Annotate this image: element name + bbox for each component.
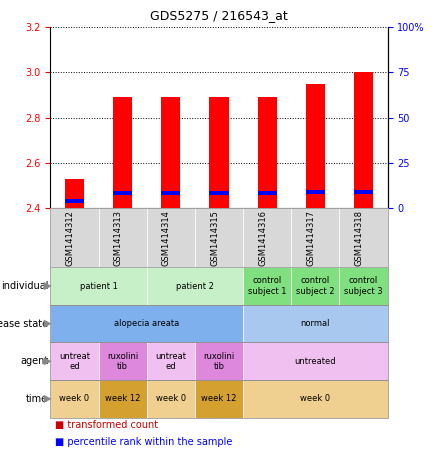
Text: disease state: disease state	[0, 318, 48, 329]
Text: untreat
ed: untreat ed	[155, 352, 186, 371]
Bar	[161, 191, 180, 195]
Text: week 12: week 12	[105, 395, 140, 403]
Text: control
subject 3: control subject 3	[344, 276, 383, 296]
Bar	[354, 190, 373, 194]
Bar	[258, 97, 277, 208]
Bar	[258, 191, 277, 195]
Text: ■ percentile rank within the sample: ■ percentile rank within the sample	[55, 437, 232, 447]
Text: patient 2: patient 2	[176, 282, 214, 290]
Text: GSM1414317: GSM1414317	[306, 210, 315, 266]
Text: ruxolini
tib: ruxolini tib	[107, 352, 138, 371]
Text: GSM1414314: GSM1414314	[162, 210, 171, 266]
Bar	[306, 190, 325, 194]
Text: week 0: week 0	[60, 395, 89, 403]
Text: GDS5275 / 216543_at: GDS5275 / 216543_at	[150, 9, 288, 22]
Bar	[354, 72, 373, 208]
Bar	[306, 84, 325, 208]
Text: time: time	[26, 394, 48, 404]
Text: GSM1414318: GSM1414318	[354, 210, 364, 266]
Bar	[113, 191, 132, 195]
Text: individual: individual	[1, 281, 48, 291]
Text: agent: agent	[20, 356, 48, 366]
Text: alopecia areata: alopecia areata	[114, 319, 179, 328]
Text: ruxolini
tib: ruxolini tib	[203, 352, 235, 371]
Text: untreated: untreated	[294, 357, 336, 366]
Bar	[209, 97, 229, 208]
Text: week 0: week 0	[300, 395, 330, 403]
Text: GSM1414316: GSM1414316	[258, 210, 267, 266]
Text: GSM1414313: GSM1414313	[113, 210, 123, 266]
Bar	[161, 97, 180, 208]
Text: control
subject 2: control subject 2	[296, 276, 335, 296]
Bar	[65, 199, 84, 202]
Text: week 12: week 12	[201, 395, 237, 403]
Text: ■ transformed count: ■ transformed count	[55, 420, 158, 430]
Bar	[65, 179, 84, 208]
Text: untreat
ed: untreat ed	[59, 352, 90, 371]
Text: GSM1414315: GSM1414315	[210, 210, 219, 266]
Text: week 0: week 0	[156, 395, 186, 403]
Bar	[113, 97, 132, 208]
Text: patient 1: patient 1	[80, 282, 117, 290]
Bar	[209, 191, 229, 195]
Text: control
subject 1: control subject 1	[248, 276, 286, 296]
Text: normal: normal	[300, 319, 330, 328]
Text: GSM1414312: GSM1414312	[65, 210, 74, 266]
